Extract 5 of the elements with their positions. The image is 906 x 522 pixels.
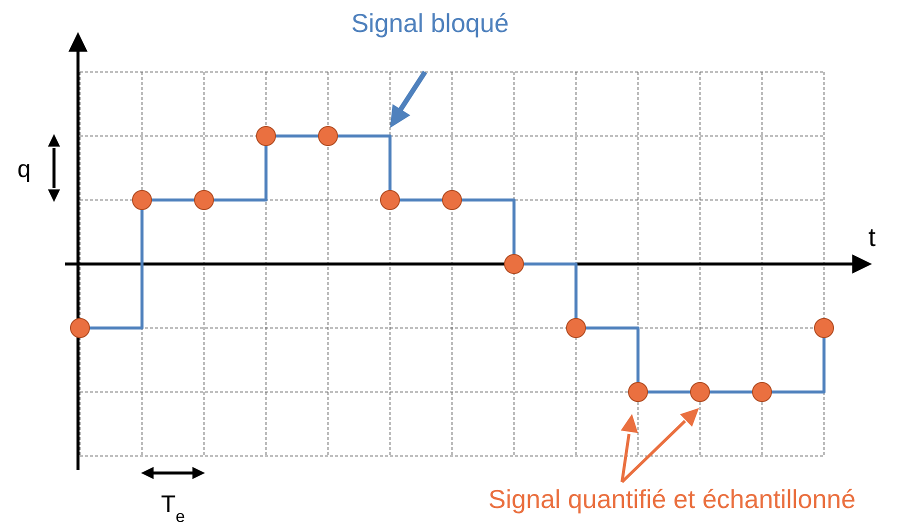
text: Signal bloqué — [351, 8, 509, 38]
text: T$_{e}$ — [160, 491, 186, 522]
x-axis-title: t — [868, 222, 876, 252]
text: Signal quantifié et échantillonné — [488, 484, 856, 514]
text: q — [17, 156, 31, 183]
